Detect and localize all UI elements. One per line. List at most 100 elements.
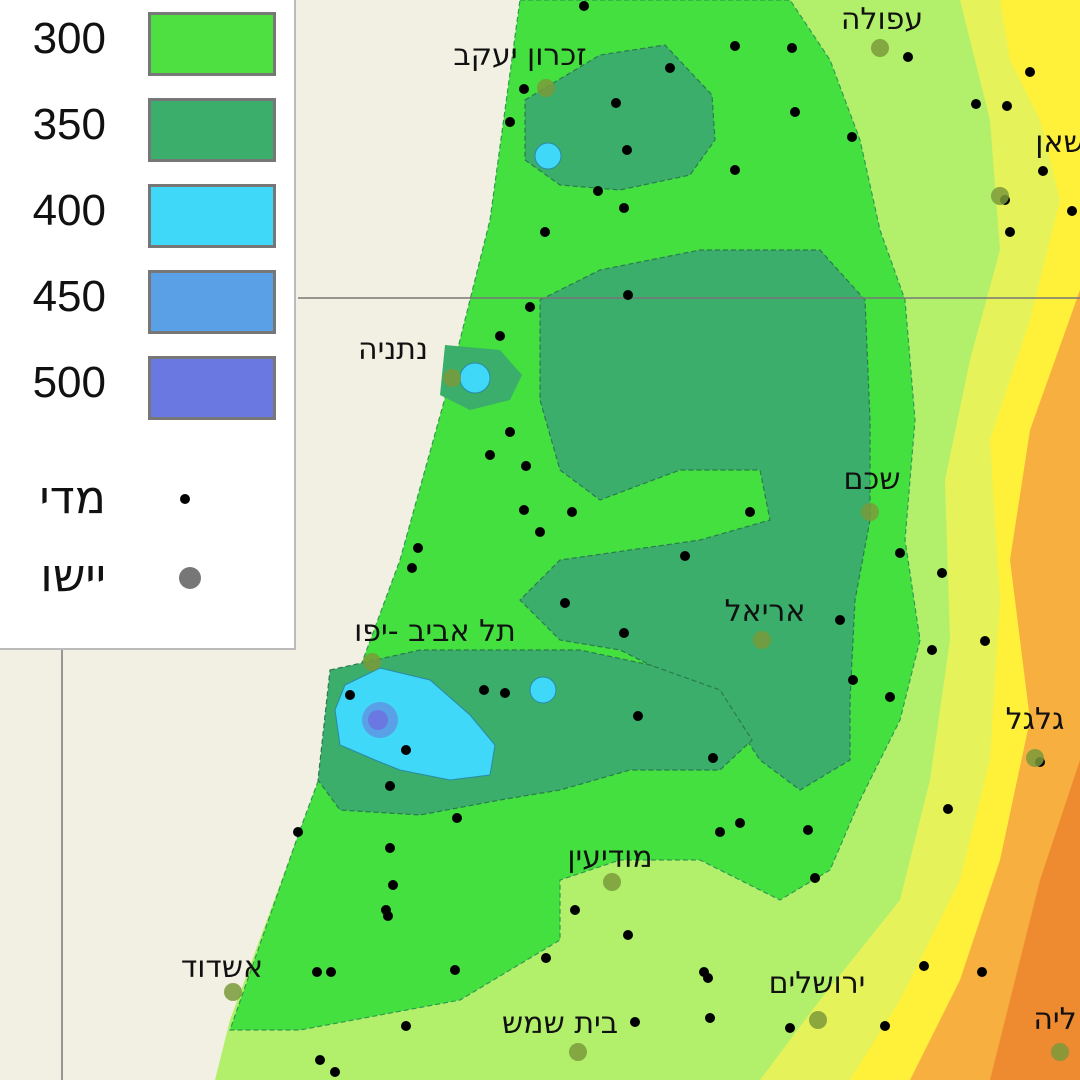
legend-label: 500	[32, 358, 106, 407]
station-dot	[810, 873, 820, 883]
settlement-dot	[861, 503, 879, 521]
station-dot	[495, 331, 505, 341]
station-dot	[519, 505, 529, 515]
city-label-afula: עפולה	[840, 2, 924, 37]
station-dot	[593, 186, 603, 196]
station-dot	[326, 967, 336, 977]
zone-50	[990, 760, 1080, 1080]
city-label-ariel: אריאל	[724, 594, 806, 629]
legend-item: 400	[0, 176, 298, 248]
station-dot	[1005, 227, 1015, 237]
station-dot	[745, 507, 755, 517]
zone-100	[910, 290, 1080, 1080]
legend-item: 300	[0, 4, 298, 76]
station-dot	[1025, 67, 1035, 77]
station-dot	[500, 688, 510, 698]
station-dot	[730, 41, 740, 51]
station-dot	[505, 117, 515, 127]
settlement-dot	[569, 1043, 587, 1061]
station-dot	[735, 818, 745, 828]
station-dot	[315, 1055, 325, 1065]
city-label-shechem: שכם	[843, 462, 901, 497]
station-dot	[927, 645, 937, 655]
city-label-gilgal: גלגל	[1005, 702, 1065, 737]
station-dot	[835, 615, 845, 625]
station-dot	[880, 1021, 890, 1031]
station-dot	[407, 563, 417, 573]
legend-label: 350	[32, 100, 106, 149]
settlement-dot	[991, 187, 1009, 205]
station-dot	[401, 745, 411, 755]
city-label-ashdod: אשדוד	[180, 950, 264, 985]
station-dot	[895, 548, 905, 558]
city-label-zikhron-yaakov: זכרון יעקב	[453, 38, 587, 73]
station-dot	[413, 543, 423, 553]
station-dot	[630, 1017, 640, 1027]
black-dot-icon	[180, 494, 190, 504]
station-dot	[540, 227, 550, 237]
settlement-dot	[753, 631, 771, 649]
zone-500	[368, 710, 388, 730]
station-dot	[623, 290, 633, 300]
station-dot	[633, 711, 643, 721]
station-dot	[715, 827, 725, 837]
station-dot	[680, 551, 690, 561]
station-dot	[971, 99, 981, 109]
station-dot	[787, 43, 797, 53]
legend-label: 450	[32, 272, 106, 321]
city-label-beit-shean: שאן	[1035, 125, 1080, 160]
station-dot	[312, 967, 322, 977]
legend-item: 500	[0, 348, 298, 420]
station-dot	[479, 685, 489, 695]
legend-swatch	[148, 98, 276, 162]
station-dot	[943, 804, 953, 814]
station-dot	[519, 84, 529, 94]
station-dot	[505, 427, 515, 437]
station-dot	[388, 880, 398, 890]
station-dot	[452, 813, 462, 823]
legend: 300 350 400 450 500 מדי יישו	[0, 0, 296, 650]
station-dot	[619, 203, 629, 213]
legend-item: 450	[0, 262, 298, 334]
station-dot	[525, 302, 535, 312]
settlement-dot	[1051, 1043, 1069, 1061]
station-dot	[703, 973, 713, 983]
city-label-jerusalem: ירושלים	[768, 966, 866, 1001]
legend-settlement-label: יישו	[40, 548, 106, 602]
station-dot	[579, 1, 589, 11]
station-dot	[803, 825, 813, 835]
station-dot	[293, 827, 303, 837]
city-label-netanya: נתניה	[357, 332, 429, 367]
zone-350	[519, 249, 871, 791]
station-dot	[1038, 166, 1048, 176]
city-label-partial: ליה	[1033, 1002, 1077, 1037]
legend-swatch	[148, 356, 276, 420]
station-dot	[977, 967, 987, 977]
station-dot	[401, 1021, 411, 1031]
station-dot	[708, 753, 718, 763]
legend-label: 400	[32, 186, 106, 235]
settlement-dot	[809, 1011, 827, 1029]
legend-swatch	[148, 184, 276, 248]
legend-item: 350	[0, 90, 298, 162]
zone-400-zikhron	[534, 142, 562, 170]
legend-swatch	[148, 270, 276, 334]
station-dot	[345, 690, 355, 700]
station-dot	[623, 930, 633, 940]
station-dot	[622, 145, 632, 155]
station-dot	[619, 628, 629, 638]
city-label-modiin: מודיעין	[567, 840, 653, 875]
station-dot	[385, 843, 395, 853]
zone-350-zikhron	[524, 44, 716, 191]
station-dot	[785, 1023, 795, 1033]
station-dot	[535, 527, 545, 537]
legend-swatch	[148, 12, 276, 76]
station-dot	[385, 781, 395, 791]
city-label-tel-aviv: תל אביב -יפו	[354, 614, 516, 649]
station-dot	[485, 450, 495, 460]
station-dot	[980, 636, 990, 646]
station-dot	[1002, 101, 1012, 111]
city-label-beit-shemesh: בית שמש	[501, 1006, 619, 1041]
station-dot	[848, 675, 858, 685]
